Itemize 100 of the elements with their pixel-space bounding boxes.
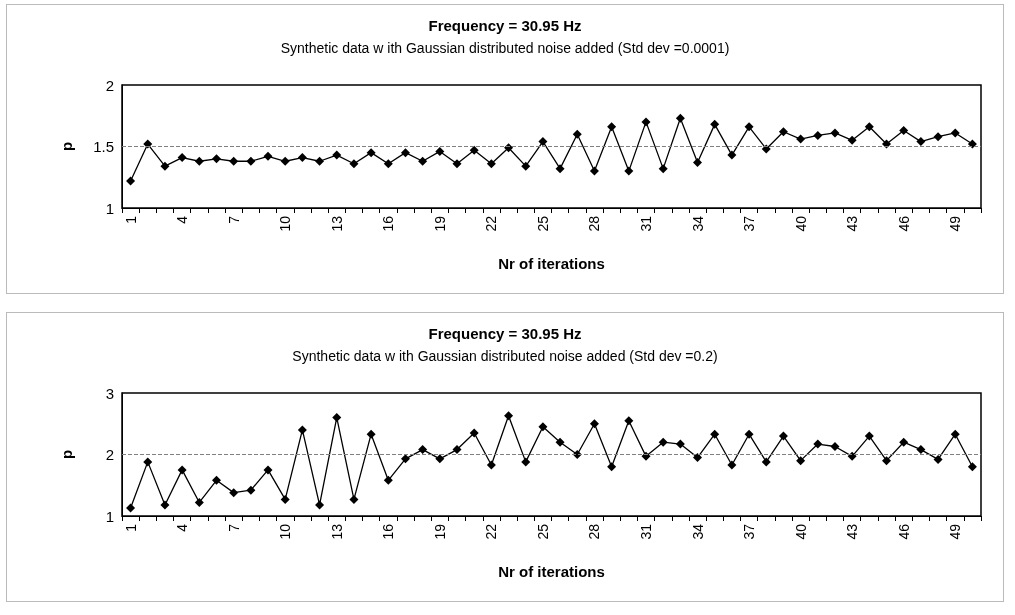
point — [349, 494, 359, 504]
point — [967, 462, 977, 472]
point — [263, 151, 273, 161]
point — [211, 154, 221, 164]
point — [177, 153, 187, 163]
x-tick-label: 19 — [431, 523, 448, 540]
point — [796, 456, 806, 466]
point — [916, 137, 926, 147]
y-axis-title: p — [58, 449, 75, 460]
x-tick-label: 25 — [534, 215, 551, 232]
point — [675, 113, 685, 123]
x-tick-label: 34 — [689, 523, 706, 540]
point — [761, 457, 771, 467]
point — [486, 460, 496, 470]
point — [658, 437, 668, 447]
x-axis-title: Nr of iterations — [498, 563, 605, 580]
x-tick-label: 28 — [586, 215, 603, 232]
point — [280, 494, 290, 504]
point — [830, 442, 840, 452]
x-tick-label: 19 — [431, 215, 448, 232]
point — [882, 139, 892, 149]
x-tick-label: 28 — [586, 523, 603, 540]
point — [504, 411, 514, 421]
point — [315, 500, 325, 510]
point — [538, 422, 548, 432]
x-tick-label: 13 — [328, 523, 345, 540]
point — [400, 148, 410, 158]
y-tick-label: 2 — [105, 446, 114, 463]
point — [263, 465, 273, 475]
x-tick-label: 49 — [947, 523, 964, 540]
x-tick-label: 49 — [947, 215, 964, 232]
x-tick-label: 1 — [122, 215, 139, 224]
point — [538, 137, 548, 147]
point — [813, 130, 823, 140]
point — [882, 456, 892, 466]
point — [126, 503, 136, 513]
chart-title: Frequency = 30.95 Hz — [428, 17, 582, 34]
point — [383, 159, 393, 169]
point — [813, 439, 823, 449]
x-tick-label: 43 — [844, 215, 861, 232]
point — [297, 425, 307, 435]
point — [675, 439, 685, 449]
x-tick-label: 22 — [483, 523, 500, 540]
point — [864, 122, 874, 132]
point — [143, 457, 153, 467]
point — [383, 475, 393, 485]
point — [864, 431, 874, 441]
point — [332, 150, 342, 160]
point — [435, 454, 445, 464]
x-tick-label: 37 — [741, 523, 758, 540]
point — [607, 462, 617, 472]
point — [160, 161, 170, 171]
point — [521, 457, 531, 467]
point — [469, 145, 479, 155]
point — [933, 132, 943, 142]
point — [126, 176, 136, 186]
point — [778, 127, 788, 137]
point — [246, 156, 256, 166]
x-tick-label: 40 — [792, 523, 809, 540]
point — [589, 419, 599, 429]
point — [847, 135, 857, 145]
point — [899, 126, 909, 136]
point — [796, 134, 806, 144]
x-tick-label: 40 — [792, 215, 809, 232]
x-tick-label: 10 — [277, 523, 294, 540]
x-tick-label: 10 — [277, 215, 294, 232]
chart-title: Frequency = 30.95 Hz — [428, 325, 582, 342]
x-tick-label: 43 — [844, 523, 861, 540]
point — [366, 429, 376, 439]
x-tick-label: 34 — [689, 215, 706, 232]
y-tick-label: 2 — [105, 76, 114, 94]
point — [366, 148, 376, 158]
point — [297, 153, 307, 163]
point — [400, 454, 410, 464]
point — [504, 143, 514, 153]
point — [315, 156, 325, 166]
point — [916, 445, 926, 455]
point — [624, 166, 634, 176]
point — [607, 122, 617, 132]
point — [933, 454, 943, 464]
point — [744, 122, 754, 132]
point — [950, 128, 960, 138]
point — [229, 156, 239, 166]
x-tick-label: 25 — [534, 523, 551, 540]
point — [452, 445, 462, 455]
x-tick-label: 16 — [380, 215, 397, 232]
point — [418, 445, 428, 455]
point — [280, 156, 290, 166]
y-axis-title: p — [58, 141, 75, 152]
point — [572, 129, 582, 139]
x-tick-label: 46 — [895, 215, 912, 232]
point — [727, 460, 737, 470]
point — [435, 146, 445, 156]
x-tick-label: 31 — [637, 523, 654, 540]
point — [211, 475, 221, 485]
point — [452, 159, 462, 169]
x-tick-label: 4 — [174, 215, 191, 224]
point — [778, 431, 788, 441]
chart-subtitle: Synthetic data w ith Gaussian distributed noise added (Std dev =0.0001) — [280, 40, 730, 56]
x-tick-label: 7 — [225, 523, 242, 532]
